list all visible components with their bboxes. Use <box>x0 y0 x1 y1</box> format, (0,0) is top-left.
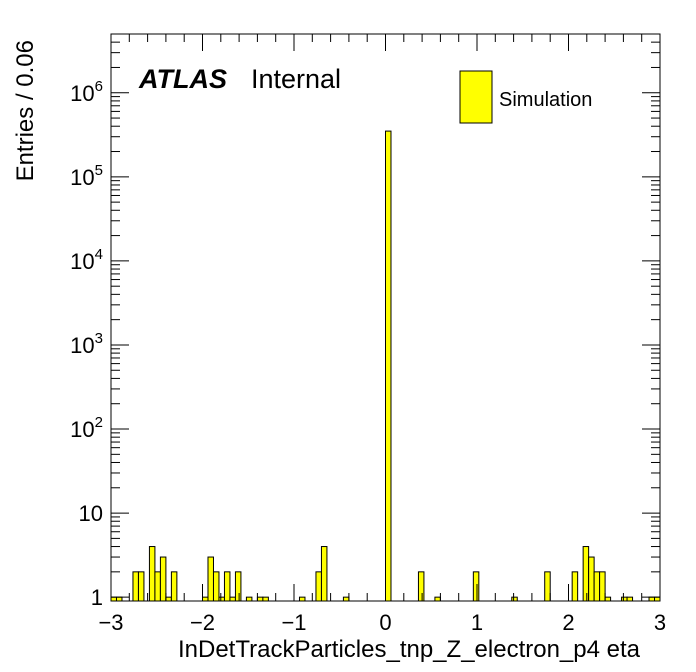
histogram-bar <box>154 571 161 602</box>
histogram-bar <box>417 571 425 602</box>
histogram-bar <box>315 571 322 602</box>
x-axis-title: InDetTrackParticles_tnp_Z_electron_p4 et… <box>178 636 641 663</box>
histogram-bar <box>170 571 178 602</box>
histogram-bar <box>385 130 392 602</box>
histogram-bar <box>511 596 518 602</box>
y-tick-label: 104 <box>70 246 103 274</box>
plot-frame <box>110 33 661 602</box>
histogram-bar <box>571 571 579 602</box>
x-tick-label: 0 <box>379 610 391 635</box>
y-tick-label: 103 <box>70 330 103 358</box>
histogram-bar <box>159 556 167 602</box>
histogram-bar <box>148 546 156 602</box>
x-tick-label: 2 <box>562 610 574 635</box>
x-tick-label: −3 <box>98 610 123 635</box>
x-tick-label: 1 <box>471 610 483 635</box>
histogram-bar <box>599 571 606 602</box>
histogram-bar <box>654 596 661 602</box>
histogram-bar <box>262 596 269 602</box>
atlas-label: ATLAS <box>138 64 227 94</box>
histogram-bar <box>234 571 242 602</box>
histogram-bar <box>245 596 253 602</box>
y-tick-label: 102 <box>70 414 103 442</box>
y-tick-label: 1 <box>91 585 103 610</box>
histogram-bar <box>132 571 139 602</box>
histogram-bar <box>207 556 214 602</box>
legend: Simulation <box>459 70 592 124</box>
histogram-bar <box>218 596 225 602</box>
y-axis-title: Entries / 0.06 <box>12 40 39 181</box>
legend-swatch <box>459 70 493 124</box>
histogram-bar <box>648 596 656 602</box>
histogram-bar <box>223 571 231 602</box>
histogram-bar <box>202 596 209 602</box>
legend-entry-simulation: Simulation <box>499 89 592 111</box>
histogram-bar <box>229 596 236 602</box>
histogram-bar <box>115 596 123 602</box>
y-tick-labels: 1 10 102 103 104 105 106 <box>70 78 103 610</box>
y-tick-label: 10 <box>79 501 103 526</box>
histogram-bar <box>212 571 220 602</box>
histogram-bar <box>256 596 264 602</box>
internal-label: Internal <box>251 64 341 94</box>
y-tick-label: 106 <box>70 78 103 106</box>
histogram-bar <box>320 546 328 602</box>
y-tick-label: 105 <box>70 162 103 190</box>
histogram-bar <box>472 571 480 602</box>
x-tick-label: −1 <box>281 610 306 635</box>
histogram-bar <box>604 596 612 602</box>
histogram-bar <box>434 596 441 602</box>
histogram-bar <box>582 546 590 602</box>
histogram-bar <box>137 571 145 602</box>
histogram-bar <box>544 571 551 602</box>
histogram-bar <box>621 596 628 602</box>
x-tick-label: −2 <box>190 610 215 635</box>
histogram-bar <box>165 596 172 602</box>
histogram-bar <box>298 596 306 602</box>
histogram-bar <box>342 596 350 602</box>
x-tick-labels: −3 −2 −1 0 1 2 3 <box>98 610 666 635</box>
histogram-bar <box>588 556 595 602</box>
histogram-bar <box>593 571 601 602</box>
x-tick-label: 3 <box>654 610 666 635</box>
histogram-bar <box>626 596 634 602</box>
histogram-bar <box>110 596 117 602</box>
